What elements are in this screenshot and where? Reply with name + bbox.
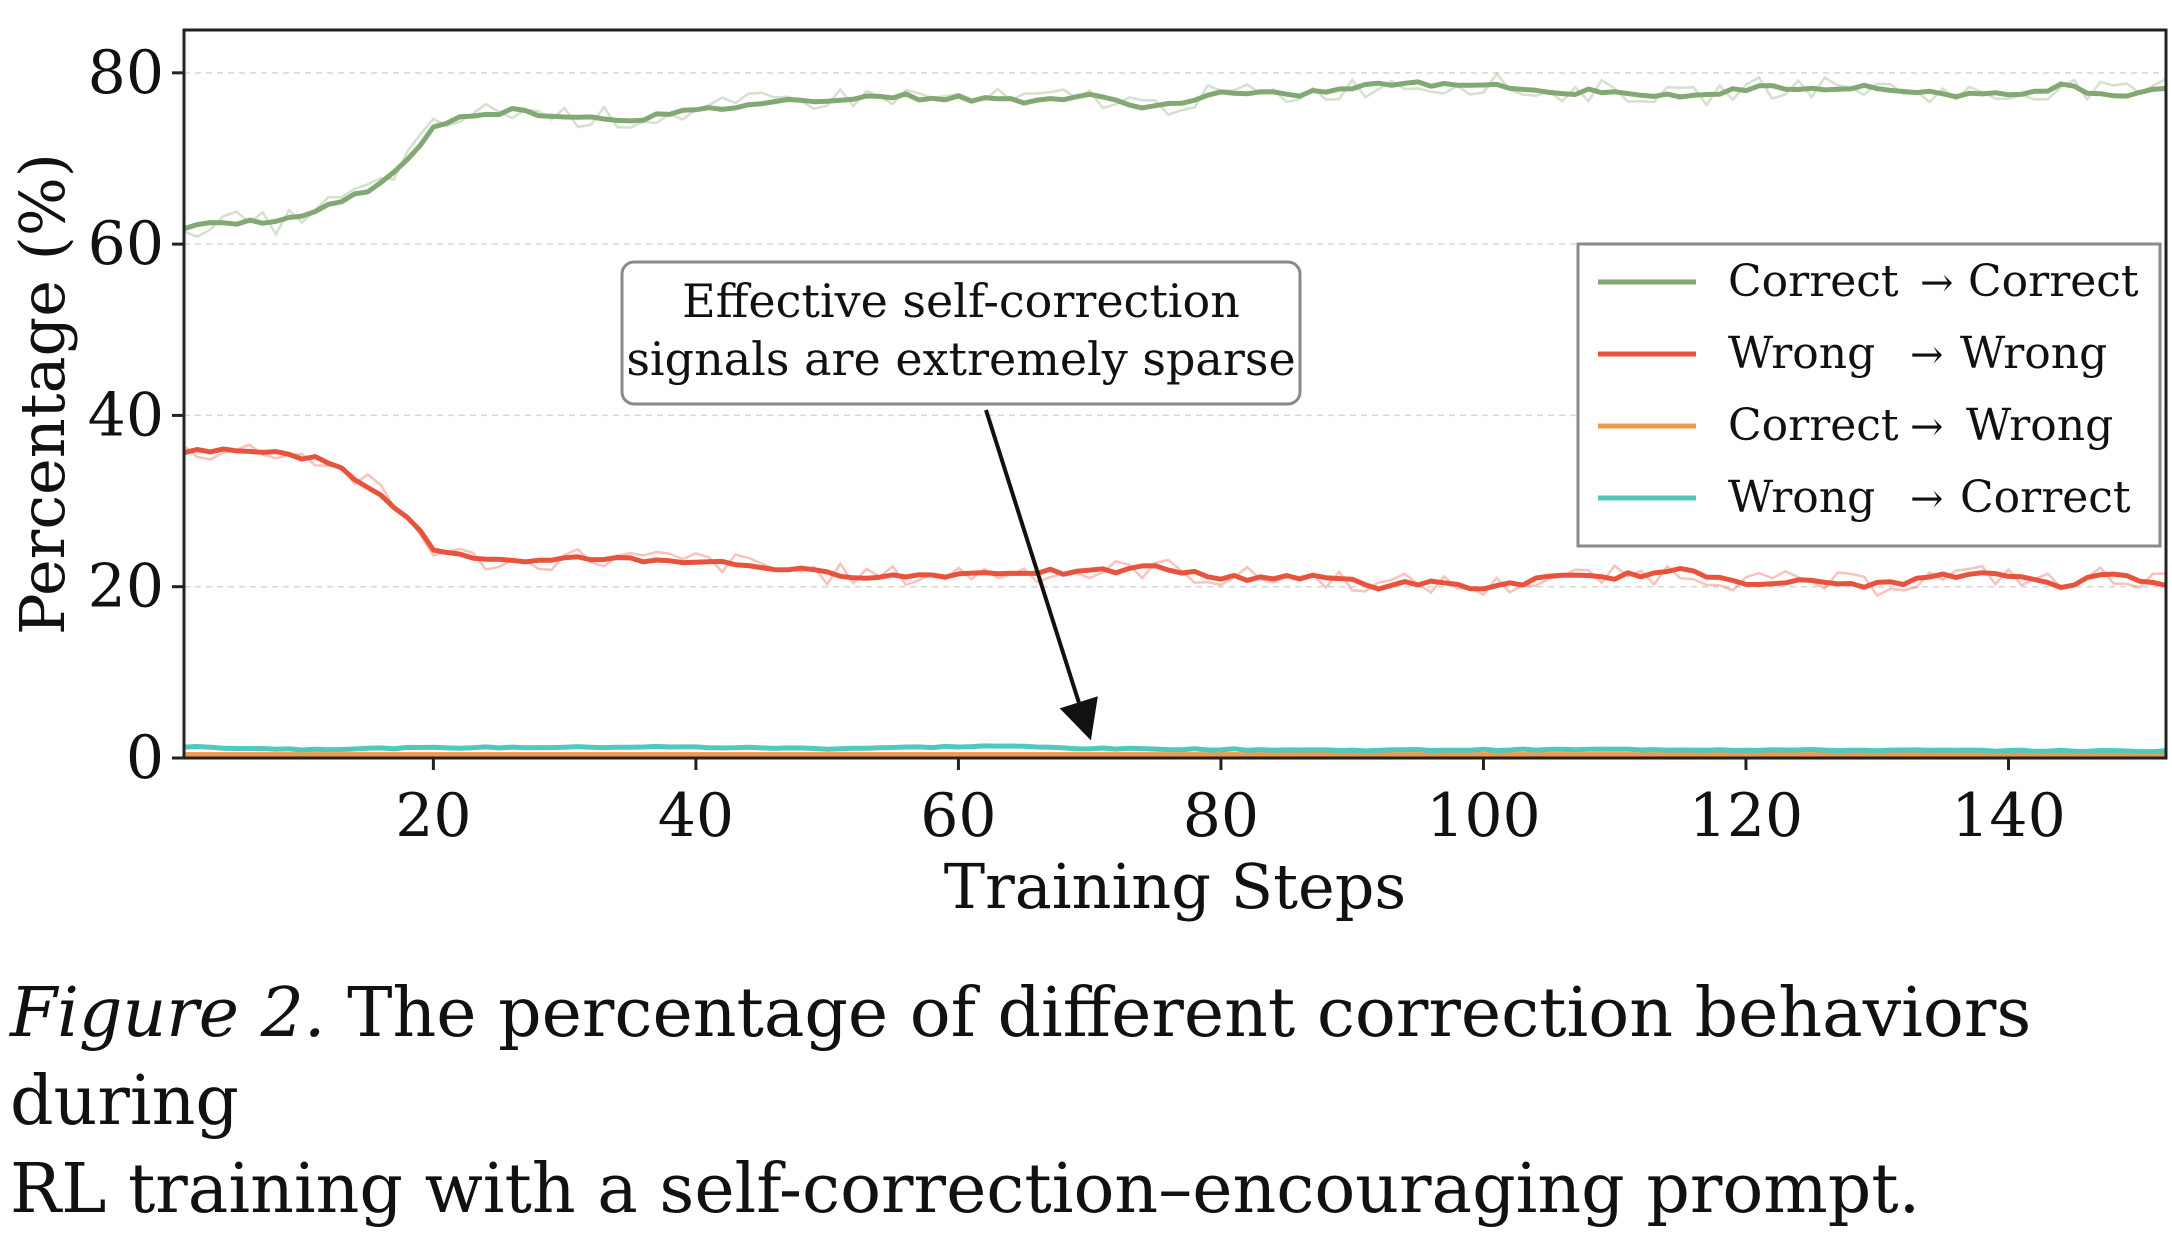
x-tick-label: 40: [658, 781, 734, 851]
x-tick-label: 100: [1426, 781, 1541, 851]
series-line-wrong-correct: [183, 743, 2167, 755]
series-line-correct-correct: [183, 79, 2167, 232]
plot-frame: [182, 28, 2168, 760]
legend-label-from: Wrong: [1728, 472, 1875, 523]
figure-caption: Figure 2. The percentage of different co…: [10, 970, 2170, 1234]
legend-label-from: Correct: [1728, 256, 1899, 307]
legend-entry-correct-wrong: Correct → Wrong: [1598, 400, 2113, 451]
legend-entry-wrong-wrong: Wrong → Wrong: [1598, 328, 2107, 379]
annotation-box: [620, 260, 1302, 406]
legend-label-to: Correct: [1960, 472, 2131, 523]
arrow-icon: →: [1910, 476, 1944, 522]
y-axis-label: Percentage (%): [6, 153, 79, 635]
y-tick-label: 80: [88, 38, 164, 108]
x-axis-label: Training Steps: [944, 850, 1406, 923]
legend-label-to: Wrong: [1966, 400, 2113, 451]
legend: Correct → Correct Wrong → Wrong Correct …: [1576, 242, 2162, 548]
y-tick-label: 20: [88, 552, 164, 622]
arrow-icon: →: [1910, 332, 1944, 378]
annotation: Effective self-correction signals are ex…: [620, 260, 1302, 741]
annotation-text-line2: signals are extremely sparse: [626, 332, 1295, 386]
y-tick-label: 0: [126, 723, 164, 793]
x-tick-label: 20: [395, 781, 471, 851]
series-line-wrong-wrong: [183, 446, 2167, 592]
legend-entry-wrong-correct: Wrong → Correct: [1598, 472, 2131, 523]
x-tick-label: 60: [920, 781, 996, 851]
y-tick-label: 60: [88, 209, 164, 279]
legend-label-from: Correct: [1728, 400, 1899, 451]
caption-line2: RL training with a self-correction–encou…: [10, 1150, 1921, 1229]
x-tick-label: 120: [1689, 781, 1804, 851]
figure-chart: 0 20 40 60 80 20 40 60 80 100 120 140 Training Step…: [6, 28, 2168, 923]
caption-label: Figure 2.: [10, 974, 326, 1053]
annotation-text-line1: Effective self-correction: [682, 274, 1240, 328]
arrow-icon: →: [1920, 260, 1954, 306]
series-raw-correct-correct: [183, 71, 2167, 239]
arrow-icon: →: [1910, 404, 1944, 450]
legend-label-from: Wrong: [1728, 328, 1875, 379]
legend-label-to: Wrong: [1960, 328, 2107, 379]
annotation-arrow: [984, 409, 1098, 741]
legend-label-to: Correct: [1968, 256, 2139, 307]
x-tick-label: 140: [1951, 781, 2066, 851]
y-tick-label: 40: [88, 380, 164, 450]
x-tick-label: 80: [1183, 781, 1259, 851]
axis-ticks: 0 20 40 60 80 20 40 60 80 100 120 140: [88, 38, 2066, 851]
series-layer: [183, 71, 2167, 758]
legend-entry-correct-correct: Correct → Correct: [1598, 256, 2139, 307]
caption-line1: The percentage of different correction b…: [10, 974, 2032, 1141]
